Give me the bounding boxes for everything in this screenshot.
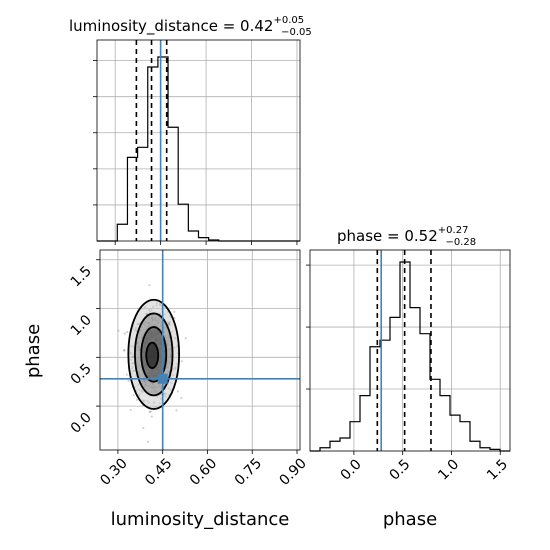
scatter-point (123, 349, 126, 352)
hist-luminosity-distance-panel: luminosity_distance = 0.42+0.05 −0.05 (69, 15, 312, 245)
scatter-point (132, 393, 135, 397)
density-contour (145, 341, 160, 369)
density-contour (134, 312, 174, 397)
x-tick-label: 1.0 (435, 457, 462, 484)
y-tick-label: 0.5 (68, 361, 95, 388)
x-tick-label: 0.0 (338, 457, 365, 484)
y-tick-label: 1.0 (68, 312, 95, 339)
joint-frame (99, 249, 301, 451)
x-tick-label: 0.45 (142, 456, 175, 489)
scatter-point (184, 337, 187, 340)
hist-luminosity-distance-line (97, 56, 300, 242)
scatter-point (149, 410, 152, 413)
xlabel-luminosity-distance: luminosity_distance (111, 509, 290, 530)
scatter-point (173, 310, 176, 313)
x-tick-label: 0.90 (276, 456, 309, 489)
title-phase: phase = 0.52+0.27 −0.28 (337, 225, 476, 248)
scatter-point (148, 410, 151, 413)
scatter-point (126, 330, 129, 334)
y-tick-label: 1.5 (68, 263, 95, 290)
scatter-point (127, 379, 130, 382)
scatter-point (142, 427, 145, 430)
xlabel-phase: phase (383, 509, 437, 530)
scatter-point (125, 373, 128, 376)
scatter-point (173, 316, 176, 320)
x-tick-label: 0.30 (97, 456, 130, 489)
scatter-point (135, 398, 138, 401)
scatter-point (129, 408, 132, 412)
x-tick-label: 0.5 (386, 457, 413, 484)
hist-luminosity-distance-frame (96, 39, 301, 242)
density-contour (140, 326, 168, 383)
hist-phase-frame (309, 249, 511, 452)
scatter-point (175, 409, 178, 412)
hist-phase-line (310, 261, 510, 452)
density-fill (146, 342, 159, 369)
scatter-point (148, 283, 151, 287)
y-tick-label: 0.0 (68, 410, 95, 437)
scatter-point (123, 349, 126, 352)
scatter-point (117, 329, 120, 332)
ylabel-phase: phase (23, 324, 44, 378)
scatter-point (150, 415, 153, 418)
scatter-point (146, 440, 150, 443)
scatter-point (176, 390, 180, 393)
x-tick-label: 0.75 (232, 456, 265, 489)
joint-panel: 0.30 0.45 0.60 0.75 0.90 0.0 0.5 1.0 1.5 (68, 249, 310, 489)
title-luminosity-distance: luminosity_distance = 0.42+0.05 −0.05 (69, 15, 312, 38)
scatter-point (123, 332, 126, 335)
density-contour (127, 298, 181, 410)
hist-phase-panel: 0.0 0.5 1.0 1.5 phase = 0.52+0.27 −0.28 (306, 225, 511, 484)
truth-point (157, 373, 168, 384)
scatter-point (180, 396, 183, 400)
scatter-point (180, 360, 183, 363)
x-tick-label: 1.5 (484, 457, 511, 484)
x-tick-label: 0.60 (187, 456, 220, 489)
